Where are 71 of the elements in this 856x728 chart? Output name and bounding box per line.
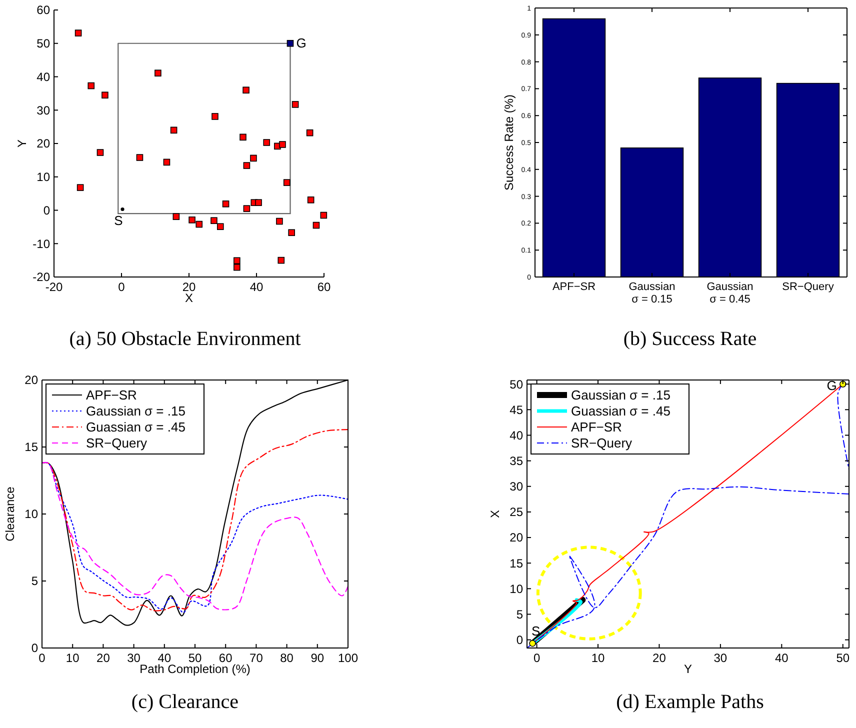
- x-axis-title: Path Completion (%): [140, 662, 250, 676]
- x-tick-label: Gaussian σ = 0.45: [706, 281, 754, 306]
- y-tick-label: 20: [24, 373, 38, 388]
- y-tick-label: 30: [36, 103, 50, 118]
- y-tick-label: -10: [32, 236, 50, 251]
- x-tick-label: 90: [310, 651, 324, 665]
- legend-label: APF−SR: [86, 388, 137, 403]
- x-tick-label: 50: [836, 651, 850, 665]
- text: (d) Example Paths: [616, 691, 764, 713]
- x-tick-label: 60: [218, 651, 233, 665]
- y-tick-label: 10: [24, 507, 38, 522]
- x-tick-label: -20: [45, 280, 63, 294]
- y-tick-label: 20: [510, 530, 524, 545]
- y-axis-title: Success Rate (%): [502, 94, 516, 191]
- y-tick-label: 30: [510, 480, 524, 494]
- annotation: S: [114, 213, 124, 228]
- x-tick-label: 40: [158, 651, 172, 665]
- y-tick-label: 60: [36, 3, 50, 18]
- x-tick-label: 50: [188, 651, 202, 665]
- x-tick-label: 20: [182, 280, 196, 294]
- x-tick-label: 100: [338, 651, 358, 665]
- annotation: G: [296, 35, 306, 50]
- y-tick-label: 15: [24, 440, 38, 454]
- text: (b) Success Rate: [623, 328, 757, 350]
- x-tick-label: 80: [280, 651, 294, 665]
- y-tick-label: 40: [510, 428, 524, 442]
- annotation: S: [532, 623, 541, 638]
- x-tick-label: APF−SR: [552, 281, 596, 293]
- y-tick-label: 10: [510, 582, 524, 596]
- x-tick-label: 20: [652, 651, 666, 665]
- x-axis-title: X: [184, 291, 194, 305]
- y-tick-label: 50: [510, 377, 524, 392]
- x-tick-label: Gaussian σ = 0.15: [628, 281, 676, 306]
- x-tick-label: 70: [250, 651, 264, 665]
- y-axis-title: Y: [15, 139, 29, 148]
- legend-label: Guassian σ = .45: [86, 420, 186, 435]
- legend-label: Gaussian σ = .15: [571, 388, 670, 403]
- y-tick-label: 5: [31, 574, 38, 588]
- y-axis-title: Clearance: [3, 486, 17, 542]
- y-tick-label: 50: [36, 36, 50, 51]
- text: (c) Clearance: [131, 691, 239, 713]
- legend-label: Gaussian σ = .15: [86, 404, 186, 419]
- x-tick-label: 10: [66, 651, 80, 665]
- x-tick-label: 40: [250, 280, 264, 294]
- text: (a) 50 Obstacle Environment: [69, 328, 302, 350]
- x-tick-label: 20: [96, 651, 110, 665]
- y-tick-label: 0: [31, 641, 38, 656]
- y-tick-label: 0: [43, 203, 50, 218]
- y-tick-label: 10: [36, 170, 50, 184]
- y-axis-title: X: [488, 510, 502, 518]
- x-tick-label: 30: [127, 651, 141, 665]
- x-tick-label: 10: [591, 651, 606, 665]
- x-tick-label: 0: [118, 280, 126, 294]
- annotation: G: [826, 378, 837, 394]
- x-tick-label: SR−Query: [782, 281, 834, 293]
- legend-label: Guassian σ = .45: [571, 404, 670, 419]
- y-tick-label: 15: [510, 556, 524, 570]
- x-tick-label: 30: [714, 651, 728, 665]
- legend-label: SR−Query: [571, 436, 633, 451]
- x-axis-title: Y: [684, 662, 692, 676]
- x-tick-label: 40: [774, 651, 789, 665]
- y-tick-label: 25: [510, 505, 524, 520]
- legend-label: SR−Query: [86, 436, 148, 451]
- x-tick-label: 60: [317, 280, 331, 294]
- y-tick-label: 20: [36, 136, 50, 151]
- y-tick-label: 5: [516, 607, 524, 622]
- y-tick-label: 0: [516, 633, 524, 648]
- y-tick-label: 35: [510, 454, 524, 468]
- legend-label: APF−SR: [571, 420, 622, 435]
- y-tick-label: 40: [36, 70, 50, 84]
- y-tick-label: 45: [510, 402, 524, 417]
